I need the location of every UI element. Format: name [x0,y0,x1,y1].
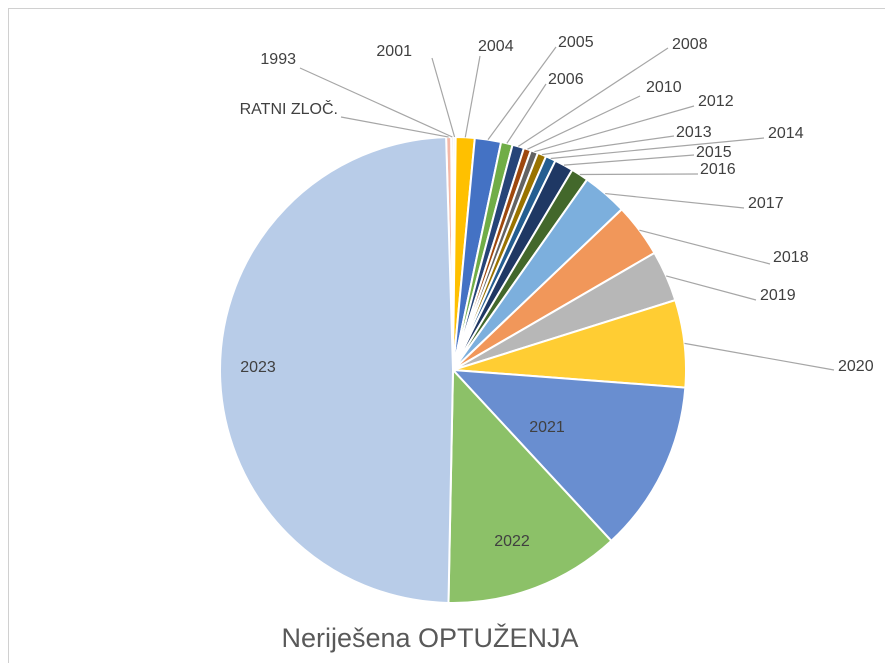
data-label: 2022 [494,533,530,550]
data-label: 2020 [838,358,874,375]
data-label: 1993 [260,51,296,68]
data-label: 2005 [558,34,594,51]
data-label: 2006 [548,71,584,88]
data-label: 2008 [672,36,708,53]
pie [220,137,686,603]
data-label: 2012 [698,93,734,110]
data-label: 2016 [700,161,736,178]
data-label: 2018 [773,249,809,266]
data-label: 2015 [696,144,732,161]
data-label: 2019 [760,287,796,304]
data-label: 2021 [529,419,565,436]
chart-title: Neriješena OPTUŽENJA [281,622,578,653]
data-label: 2001 [376,43,412,60]
data-label: RATNI ZLOČ. [240,99,338,118]
data-label: 2014 [768,125,804,142]
leader-line [580,174,698,175]
data-label: 2023 [240,359,276,376]
data-label: 2010 [646,79,682,96]
data-label: 2013 [676,124,712,141]
data-label: 2017 [748,195,784,212]
data-label: 2004 [478,38,514,55]
